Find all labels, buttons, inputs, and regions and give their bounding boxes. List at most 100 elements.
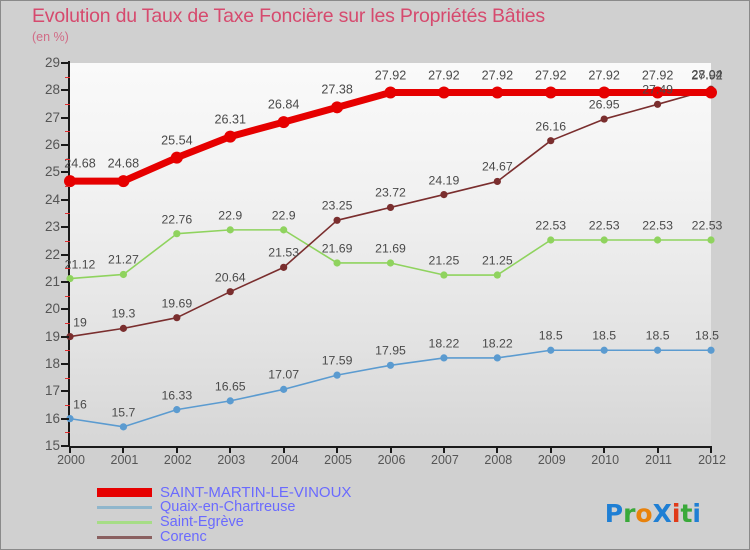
data-point-label: 23.25	[321, 199, 353, 213]
y-axis-tick-label: 19	[44, 328, 60, 344]
x-axis-tick	[175, 446, 178, 453]
y-axis-tick	[61, 62, 69, 64]
y-axis-tick-label: 21	[44, 273, 60, 289]
logo-letter: X	[652, 499, 672, 528]
y-axis-tick	[61, 362, 69, 365]
x-axis-tick	[603, 446, 606, 453]
proxiti-logo: ProXiti	[605, 499, 701, 528]
data-point-label: 22.53	[642, 218, 673, 233]
x-axis-tick-label: 2005	[324, 453, 352, 467]
y-axis-tick-label: 18	[44, 355, 60, 371]
y-axis-minor-tick	[65, 131, 70, 133]
data-point-label: 22.9	[271, 208, 296, 223]
y-axis-minor-tick	[65, 268, 70, 270]
x-axis-tick	[549, 446, 552, 453]
legend-item[interactable]: Corenc	[97, 530, 497, 545]
y-axis-tick-label: 27	[44, 109, 60, 125]
data-point-label: 27.92	[481, 67, 514, 82]
data-point-label: 18.22	[428, 336, 460, 351]
y-axis-tick	[61, 308, 69, 311]
y-axis-tick	[61, 144, 69, 147]
data-point-label: 16	[73, 397, 87, 412]
legend-label: Saint-Egrève	[160, 514, 244, 531]
y-axis-tick	[61, 253, 69, 256]
y-axis-tick	[61, 280, 69, 283]
logo-letter: r	[623, 499, 636, 528]
y-axis-minor-tick	[65, 213, 70, 215]
data-point-label: 19.69	[161, 296, 193, 311]
x-axis-tick	[229, 446, 232, 453]
data-point-label: 21.12	[64, 257, 96, 272]
x-axis-tick	[496, 446, 499, 453]
data-point-label: 25.54	[161, 133, 193, 148]
data-point-label: 22.9	[218, 208, 243, 223]
logo-letter: P	[604, 499, 624, 528]
y-axis-tick	[61, 445, 69, 447]
y-axis-tick-label: 23	[44, 219, 60, 235]
logo-letter: t	[680, 499, 693, 528]
legend-item[interactable]: SAINT-MARTIN-LE-VINOUX	[97, 485, 497, 500]
data-point-label: 22.76	[161, 212, 193, 227]
legend-label: SAINT-MARTIN-LE-VINOUX	[160, 484, 352, 501]
y-axis-tick-label: 17	[44, 383, 60, 399]
y-axis-tick-label: 20	[44, 301, 60, 317]
data-point-label: 16.65	[214, 379, 246, 394]
data-point-label: 18.5	[645, 328, 670, 343]
data-point-label: 27.49	[642, 83, 673, 97]
data-point-label: 22.53	[691, 218, 723, 233]
legend-swatch	[97, 521, 152, 524]
data-point-label: 17.95	[375, 343, 406, 358]
y-axis-tick	[61, 89, 69, 92]
y-axis-tick	[61, 390, 69, 393]
legend: SAINT-MARTIN-LE-VINOUX Quaix-en-Chartreus…	[97, 485, 497, 545]
x-axis-tick	[656, 446, 659, 453]
page-subtitle: (en %)	[32, 30, 69, 44]
y-axis-minor-tick	[65, 432, 70, 434]
legend-swatch	[97, 488, 152, 497]
y-axis-minor-tick	[65, 104, 70, 106]
x-axis-tick-label: 2009	[537, 453, 566, 467]
x-axis-tick-label: 2007	[431, 453, 459, 467]
legend-label: Corenc	[160, 529, 207, 546]
y-axis-minor-tick	[65, 186, 70, 188]
y-axis-tick-label: 26	[44, 137, 60, 153]
data-point-label: 17.07	[268, 368, 300, 383]
y-axis-minor-tick	[65, 76, 70, 78]
y-axis-minor-tick	[65, 158, 70, 160]
y-axis-line	[68, 61, 70, 446]
data-point-label: 16.33	[161, 388, 193, 403]
data-point-label: 27.92	[374, 67, 407, 82]
logo-letter: i	[692, 499, 701, 528]
legend-item[interactable]: Saint-Egrève	[97, 515, 497, 530]
y-axis-tick-label: 28	[44, 82, 60, 98]
y-axis-minor-tick	[65, 350, 70, 352]
data-point-label: 26.95	[588, 97, 620, 112]
x-axis-tick	[442, 446, 445, 453]
y-axis-minor-tick	[65, 377, 70, 379]
data-point-label: 21.53	[268, 246, 300, 261]
data-point-label: 21.25	[428, 253, 460, 268]
data-point-label: 26.31	[214, 111, 247, 126]
y-axis-tick-label: 25	[44, 164, 60, 180]
x-axis-tick-label: 2000	[57, 453, 85, 467]
legend-label: Quaix-en-Chartreuse	[160, 499, 296, 516]
y-axis-tick-label: 22	[44, 246, 60, 262]
x-axis-tick	[336, 446, 339, 453]
y-axis-tick	[61, 198, 69, 201]
data-point-label: 26.84	[267, 97, 300, 112]
data-point-label: 18.5	[592, 328, 617, 343]
y-axis-tick	[61, 171, 69, 174]
data-point-label: 22.53	[535, 218, 567, 233]
x-axis-tick-label: 2002	[163, 453, 192, 467]
y-axis-minor-tick	[65, 322, 70, 324]
y-axis-minor-tick	[65, 240, 70, 242]
data-point-label: 18.5	[538, 328, 563, 343]
x-axis-tick-label: 2004	[270, 453, 299, 467]
x-axis-tick	[282, 446, 285, 453]
y-axis-tick-label: 16	[44, 410, 60, 426]
legend-item[interactable]: Quaix-en-Chartreuse	[97, 500, 497, 515]
x-axis-tick	[710, 446, 712, 453]
data-point-label: 24.19	[428, 173, 460, 188]
data-point-label: 22.53	[588, 218, 620, 233]
y-axis-minor-tick	[65, 295, 70, 297]
